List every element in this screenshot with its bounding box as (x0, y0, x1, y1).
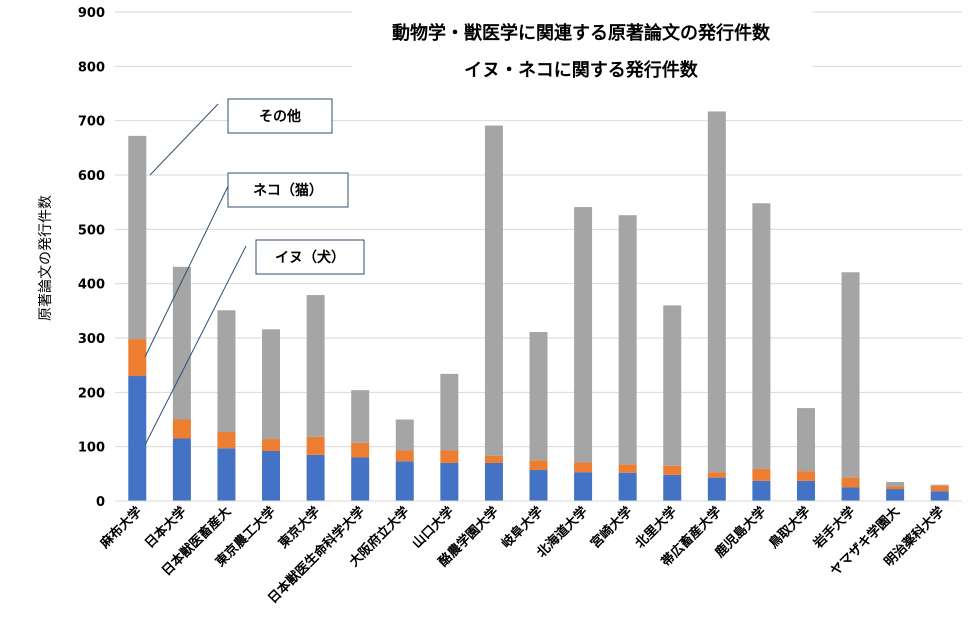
chart-subtitle: イヌ・ネコに関する発行件数 (464, 59, 699, 81)
y-tick-label: 700 (78, 115, 105, 130)
y-tick-label: 100 (78, 441, 105, 456)
bar-segment (262, 329, 281, 440)
bar-segment (351, 442, 370, 458)
bar-segment (128, 376, 147, 501)
bar-segment (930, 485, 949, 492)
bar-segment (841, 477, 860, 488)
bar-segment (395, 419, 414, 451)
bar-segment (796, 471, 815, 481)
bar-segment (306, 454, 325, 501)
callout-leader-line (144, 245, 247, 446)
y-tick-label: 500 (78, 223, 105, 238)
callout-box (227, 98, 333, 134)
bar-segment (574, 462, 593, 473)
bar-segment (574, 207, 593, 463)
bar-segment (796, 408, 815, 472)
bar-segment (306, 436, 325, 455)
bar-segment (351, 457, 370, 501)
y-tick-label: 800 (78, 60, 105, 75)
bar-segment (217, 448, 236, 501)
bar-segment (172, 419, 191, 439)
bar-segment (707, 472, 726, 478)
y-tick-label: 0 (96, 495, 105, 510)
bar-segment (484, 462, 503, 501)
bar-segment (886, 481, 905, 487)
bar-segment (262, 451, 281, 501)
bar-segment (618, 472, 637, 501)
bar-segment (618, 215, 637, 465)
bars (128, 111, 949, 501)
bar-segment (306, 295, 325, 437)
x-axis-ticks: 麻布大学日本大学日本獣医畜産大東京農工大学東京大学日本獣医生命科学大学大阪府立大… (96, 500, 962, 607)
legend-label: その他 (259, 108, 301, 125)
bar-segment (395, 461, 414, 501)
y-tick-label: 600 (78, 169, 105, 184)
bar-segment (440, 450, 459, 463)
bar-segment (886, 489, 905, 501)
callout-box (227, 172, 349, 208)
callout-leader-line (149, 103, 219, 176)
y-axis-ticks: 0 100 200 300 400 500 600 700 800 900 (78, 6, 105, 510)
bar-segment (841, 487, 860, 501)
bar-segment (930, 491, 949, 501)
bar-segment (529, 332, 548, 461)
bar-segment (484, 455, 503, 463)
bar-segment (707, 111, 726, 473)
callout-leader-line (144, 177, 233, 358)
chart-title: 動物学・獣医学に関連する原著論文の発行件数 (392, 22, 771, 44)
bar-segment (886, 486, 905, 490)
bar-segment (351, 390, 370, 443)
bar-segment (663, 305, 682, 466)
bar-segment (529, 470, 548, 501)
bar-segment (663, 465, 682, 475)
bar-segment (440, 373, 459, 451)
x-tick-label: 麻布大学 (96, 504, 145, 553)
y-tick-label: 200 (78, 386, 105, 401)
bar-segment (262, 439, 281, 452)
callout-box (255, 239, 365, 275)
bar-segment (796, 480, 815, 501)
bar-segment (172, 266, 191, 420)
y-tick-label: 300 (78, 332, 105, 347)
bar-segment (663, 474, 682, 501)
y-tick-label: 400 (78, 278, 105, 293)
bar-segment (217, 310, 236, 432)
bar-segment (618, 464, 637, 473)
legend-label: ネコ（猫） (253, 182, 323, 199)
bar-segment (930, 484, 949, 486)
bar-segment (172, 438, 191, 501)
bar-segment (484, 125, 503, 456)
bar-segment (752, 468, 771, 481)
bar-segment (752, 203, 771, 469)
title-background (352, 10, 812, 95)
bar-segment (752, 480, 771, 501)
bar-segment (529, 460, 548, 471)
bar-segment (395, 450, 414, 462)
y-tick-label: 900 (78, 6, 105, 21)
bar-segment (707, 477, 726, 501)
legend-label: イヌ（犬） (275, 249, 345, 266)
bar-segment (841, 272, 860, 478)
x-tick-label: 宮崎大学 (587, 504, 635, 552)
bar-segment (128, 339, 147, 377)
bar-segment (217, 431, 236, 449)
bar-segment (574, 472, 593, 501)
y-axis-label: 原著論文の発行件数 (38, 195, 54, 321)
bar-segment (128, 135, 147, 340)
bar-segment (440, 462, 459, 501)
x-tick-label: 鳥取大学 (766, 504, 814, 552)
